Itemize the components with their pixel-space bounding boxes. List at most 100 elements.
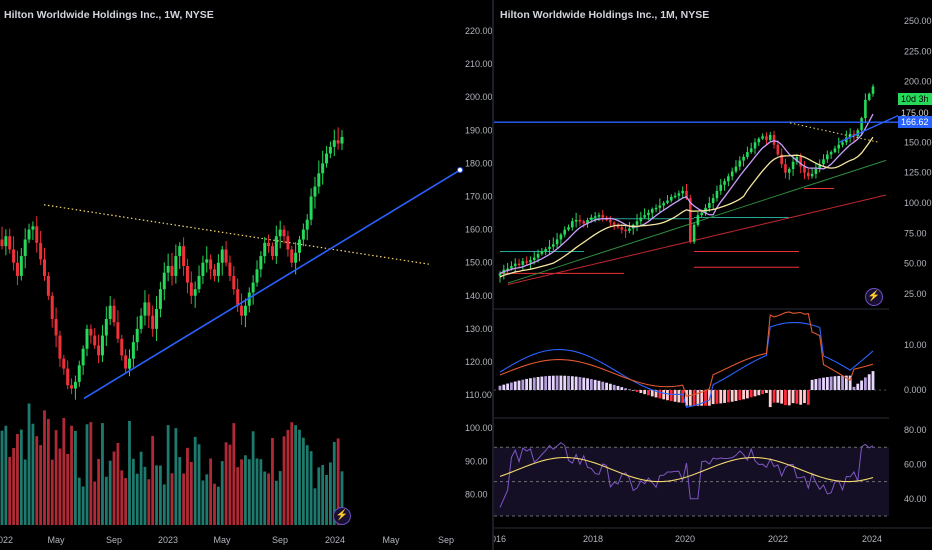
macd-histogram-bar <box>673 390 677 402</box>
candle-body <box>696 215 700 225</box>
candle-body <box>340 136 344 144</box>
volume-bar <box>336 438 340 525</box>
candle-body <box>742 156 745 161</box>
macd-histogram-bar <box>860 380 863 390</box>
time-axis-label: 2024 <box>862 534 882 544</box>
candle-body <box>510 266 513 269</box>
macd-histogram-bar <box>833 376 837 390</box>
macd-signal-line <box>499 311 874 397</box>
volume-bar <box>112 451 116 525</box>
level-badge: 166.62 <box>898 116 932 128</box>
candle-body <box>700 212 704 216</box>
volume-bar <box>116 442 120 525</box>
volume-bar <box>19 429 23 525</box>
volume-bar <box>193 436 197 525</box>
candle-body <box>780 154 783 165</box>
candle-body <box>536 253 540 258</box>
candle-body <box>654 207 658 210</box>
candle-body <box>822 159 825 165</box>
candle-body <box>795 156 799 162</box>
candle-body <box>294 252 298 263</box>
candle-body <box>205 259 209 263</box>
volume-bar <box>4 425 8 525</box>
time-axis-label: Sep <box>272 535 288 545</box>
candle-body <box>255 269 259 283</box>
macd-histogram-bar <box>787 390 791 406</box>
price-axis-label: 200.00 <box>904 77 932 87</box>
rsi-signal-line <box>499 456 874 483</box>
macd-histogram-bar <box>612 384 616 390</box>
volume-bar <box>286 429 290 525</box>
volume-bar <box>332 441 336 525</box>
volume-bar <box>85 424 89 525</box>
candle-body <box>317 173 321 187</box>
candle-body <box>73 381 77 389</box>
candle-body <box>833 148 837 153</box>
macd-histogram-bar <box>597 380 601 390</box>
candle-body <box>574 219 578 222</box>
volume-bar <box>305 445 309 525</box>
candle-body <box>155 309 159 329</box>
price-axis-label: 220.00 <box>465 26 492 36</box>
candle-body <box>540 251 544 254</box>
candle-body <box>624 229 627 232</box>
candle-body <box>236 289 240 306</box>
candle-body <box>66 368 70 386</box>
candle-body <box>586 219 589 224</box>
volume-bar <box>16 433 19 525</box>
candle-body <box>673 195 677 198</box>
volume-bar <box>189 461 193 525</box>
volume-bar <box>12 447 15 525</box>
right-flash-icon[interactable]: ⚡ <box>865 288 883 306</box>
macd-histogram-bar <box>681 390 685 403</box>
volume-bar <box>50 459 54 525</box>
candle-body <box>867 93 871 100</box>
macd-histogram-bar <box>616 385 620 390</box>
candle-body <box>597 215 601 217</box>
price-axis-label: 100.00 <box>465 423 492 433</box>
candle-body <box>548 246 551 250</box>
macd-histogram-bar <box>628 389 631 390</box>
volume-bar <box>135 473 139 525</box>
rsi-axis-label: 40.00 <box>904 494 927 504</box>
macd-histogram-bar <box>582 377 586 390</box>
volume-bar <box>170 473 174 525</box>
left-flash-icon[interactable]: ⚡ <box>333 507 351 525</box>
macd-histogram-bar <box>601 381 605 390</box>
volume-bar <box>166 425 170 525</box>
macd-histogram-bar <box>852 386 856 390</box>
candle-body <box>128 358 131 369</box>
macd-histogram-bar <box>780 390 784 404</box>
candle-body <box>650 209 654 213</box>
candle-body <box>609 219 612 223</box>
candle-body <box>582 221 586 224</box>
time-axis-label: 2023 <box>158 535 178 545</box>
volume-bar <box>43 410 46 525</box>
macd-histogram-bar <box>685 390 688 406</box>
candle-body <box>243 305 247 316</box>
panel-divider[interactable] <box>492 0 494 550</box>
candle-body <box>818 164 822 170</box>
candle-body <box>768 135 772 140</box>
candle-body <box>708 203 711 208</box>
right-chart[interactable]: 250.00225.00200.00175.00150.00125.00100.… <box>494 0 932 550</box>
candle-body <box>643 215 646 218</box>
macd-histogram-bar <box>745 390 749 399</box>
candle-body <box>270 246 274 257</box>
candle-body <box>50 295 54 319</box>
macd-histogram-bar <box>837 375 841 390</box>
volume-bar <box>151 435 155 525</box>
price-axis-label: 130.00 <box>465 324 492 334</box>
volume-bar <box>174 428 178 525</box>
left-chart[interactable]: 220.00 210.00 200.00 190.00 180.00 170.00 160.… <box>0 0 492 550</box>
candle-body <box>162 272 166 290</box>
candle-body <box>197 275 201 290</box>
volume-bar <box>263 471 267 525</box>
candle-body <box>498 273 502 276</box>
macd-histogram-bar <box>738 390 742 401</box>
candle-body <box>814 169 818 174</box>
candle-body <box>43 259 46 276</box>
price-axis-label: 190.00 <box>465 125 492 135</box>
candle-body <box>116 322 120 339</box>
volume-bar <box>201 480 205 525</box>
